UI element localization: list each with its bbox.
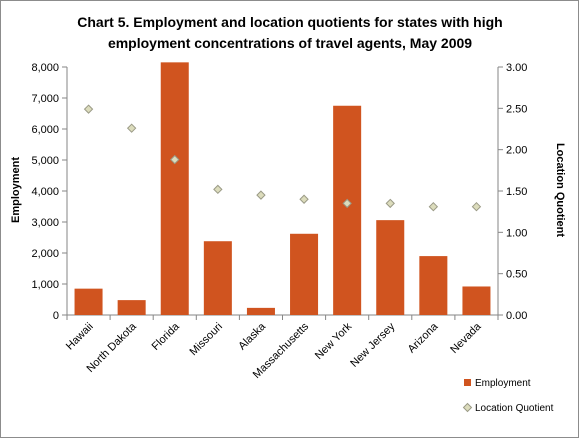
y-tick-label: 6,000 [31,124,59,136]
point-location-quotient [385,198,395,209]
x-tick-label: Alaska [236,320,268,352]
point-location-quotient [428,201,439,212]
y2-tick-label: 3.00 [506,62,527,74]
y2-tick-label: 1.00 [506,227,527,239]
point-location-quotient [342,198,352,209]
bar-employment [117,300,146,315]
point-location-quotient [83,104,94,114]
point-location-quotient [213,184,223,195]
bar-employment [419,256,448,315]
bar-employment [376,220,405,315]
point-location-quotient [126,123,137,133]
y2-axis-title: Location Quotient [554,143,566,237]
bar-employment [203,241,232,315]
legend-swatch-employment [464,379,471,386]
y-tick-label: 0 [53,310,59,322]
y-tick-label: 8,000 [31,62,59,74]
y2-tick-label: 0.00 [506,310,527,322]
y2-tick-label: 2.50 [506,103,527,115]
bar-employment [246,307,275,315]
bar-employment [74,288,103,315]
chart-title-line-1: Chart 5. Employment and location quotien… [77,14,502,30]
x-tick-label: Hawaii [64,321,96,353]
x-tick-label: New Jersey [348,320,397,369]
chart-title-line-2: employment concentrations of travel agen… [108,35,472,51]
point-location-quotient [256,190,266,200]
bar-employment [333,105,362,315]
x-tick-label: Florida [150,320,183,353]
point-location-quotient [299,194,309,204]
legend: Employment Location Quotient [462,378,554,414]
y-tick-label: 4,000 [31,186,59,198]
bar-employment [462,286,491,315]
y-axis-title: Employment [10,157,22,223]
plot-area: 0 1,000 2,000 3,000 4,000 5,000 6,000 7,000 8,00… [31,62,527,381]
y-tick-label: 5,000 [31,155,59,167]
legend-label-employment: Employment [475,378,531,389]
y-tick-label: 3,000 [31,217,59,229]
x-tick-label: Missouri [188,321,225,358]
legend-marker-location-quotient [462,402,473,413]
bar-employment [290,233,319,315]
x-tick-label: Arizona [406,320,441,355]
y-tick-label: 1,000 [31,279,59,291]
point-location-quotient [471,201,482,212]
bar-employment [160,62,189,315]
x-tick-label: Nevada [448,320,484,356]
y2-tick-label: 0.50 [506,269,527,281]
y2-tick-label: 2.00 [506,145,527,157]
point-location-quotient [170,154,180,165]
y2-tick-label: 1.50 [506,186,527,198]
x-tick-label: New York [313,320,355,362]
legend-label-location-quotient: Location Quotient [475,403,554,414]
y-tick-label: 7,000 [31,93,59,105]
y-tick-label: 2,000 [31,248,59,260]
